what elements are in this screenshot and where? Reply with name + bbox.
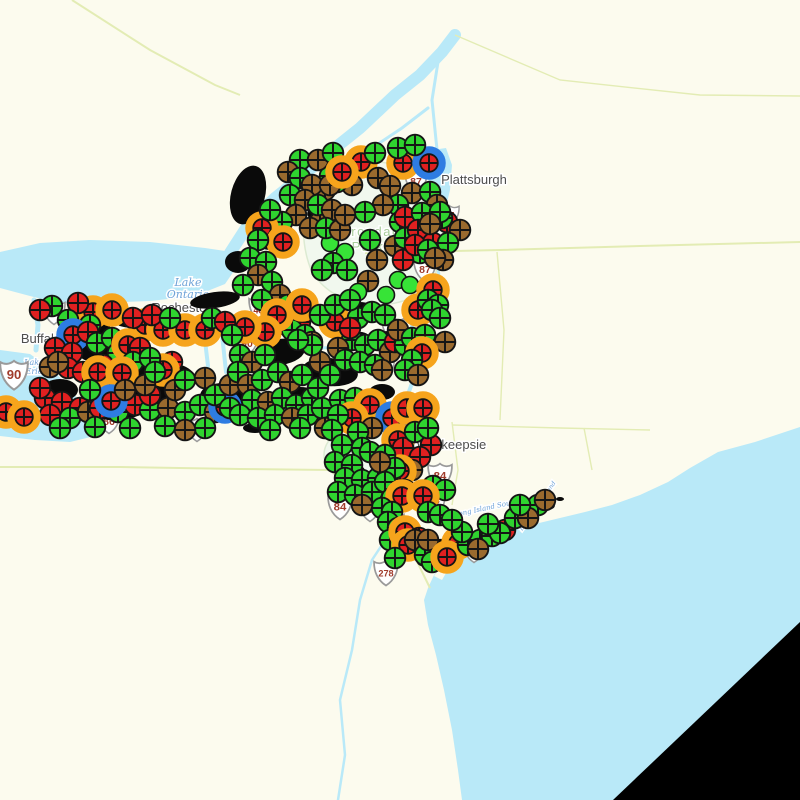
marker-green-cross-marker[interactable]: [436, 231, 460, 255]
marker-brown-cross-marker[interactable]: [406, 363, 430, 387]
marker-green-cross-marker[interactable]: [118, 416, 142, 440]
marker-orange-ring-red-marker[interactable]: [266, 225, 300, 259]
marker-green-cross-marker[interactable]: [83, 415, 107, 439]
marker-green-cross-marker[interactable]: [476, 512, 500, 536]
quebec-line: [454, 34, 800, 97]
marker-brown-cross-marker[interactable]: [113, 378, 137, 402]
marker-brown-cross-marker[interactable]: [368, 450, 392, 474]
marker-green-cross-marker[interactable]: [508, 493, 532, 517]
marker-orange-ring-red-marker[interactable]: [430, 540, 464, 574]
svg-text:84: 84: [334, 501, 347, 513]
marker-green-cross-marker[interactable]: [173, 368, 197, 392]
marker-blue-ring-red-marker[interactable]: [412, 146, 446, 180]
marker-brown-cross-marker[interactable]: [423, 246, 447, 270]
lake-ontario: [0, 240, 236, 303]
marker-orange-ring-red-marker[interactable]: [7, 400, 41, 434]
atlantic-ocean: [424, 427, 800, 800]
island: [587, 481, 593, 487]
marker-green-cross-marker[interactable]: [143, 360, 167, 384]
interstate-shield: 90: [0, 359, 29, 391]
svg-text:90: 90: [241, 338, 253, 350]
marker-green-cross-marker[interactable]: [228, 403, 252, 427]
marker-brown-cross-marker[interactable]: [46, 350, 70, 374]
island: [572, 485, 580, 493]
cluster-patch: [229, 165, 267, 225]
marker-brown-cross-marker[interactable]: [466, 537, 490, 561]
marker-brown-cross-marker[interactable]: [418, 212, 442, 236]
marker-green-cross-marker[interactable]: [363, 141, 387, 165]
marker-brown-cross-marker[interactable]: [371, 193, 395, 217]
svg-text:87: 87: [410, 176, 422, 188]
marker-green-cross-marker[interactable]: [440, 508, 464, 532]
ma-ct-border: [451, 424, 651, 431]
marker-brown-cross-marker[interactable]: [416, 528, 440, 552]
marker-brown-cross-marker[interactable]: [533, 488, 557, 512]
svg-text:278: 278: [378, 568, 393, 578]
marker-green-cross-marker[interactable]: [290, 363, 314, 387]
marker-small-green-marker[interactable]: [376, 285, 396, 305]
marker-green-cross-marker[interactable]: [220, 323, 244, 347]
marker-brown-cross-marker[interactable]: [193, 366, 217, 390]
marker-brown-cross-marker[interactable]: [370, 358, 394, 382]
marker-green-cross-marker[interactable]: [158, 306, 182, 330]
marker-green-cross-marker[interactable]: [335, 258, 359, 282]
marker-orange-ring-red-marker[interactable]: [95, 293, 129, 327]
marker-green-cross-marker[interactable]: [288, 416, 312, 440]
marker-green-cross-marker[interactable]: [258, 418, 282, 442]
marker-green-cross-marker[interactable]: [428, 306, 452, 330]
marker-green-cross-marker[interactable]: [338, 288, 362, 312]
marker-green-cross-marker[interactable]: [78, 378, 102, 402]
water-label: Lake: [173, 276, 202, 289]
marker-green-cross-marker[interactable]: [258, 198, 282, 222]
marker-orange-ring-red-marker[interactable]: [325, 155, 359, 189]
marker-red-cross-marker[interactable]: [28, 298, 52, 322]
ct-ri-border: [583, 427, 593, 471]
marker-green-cross-marker[interactable]: [433, 478, 457, 502]
svg-text:90: 90: [7, 367, 22, 382]
marker-brown-cross-marker[interactable]: [333, 203, 357, 227]
svg-text:87: 87: [419, 264, 431, 276]
marker-brown-cross-marker[interactable]: [365, 248, 389, 272]
vt-nh-border: [496, 251, 505, 421]
marker-brown-cross-marker[interactable]: [173, 418, 197, 442]
marker-green-cross-marker[interactable]: [48, 416, 72, 440]
marker-green-cross-marker[interactable]: [193, 416, 217, 440]
marker-green-cross-marker[interactable]: [231, 273, 255, 297]
marker-red-cross-marker[interactable]: [391, 248, 415, 272]
city-label: Plattsburgh: [441, 172, 507, 187]
marker-green-cross-marker[interactable]: [373, 303, 397, 327]
marker-red-cross-marker[interactable]: [338, 316, 362, 340]
marker-brown-cross-marker[interactable]: [350, 493, 374, 517]
marker-green-cross-marker[interactable]: [416, 416, 440, 440]
marker-green-cross-marker[interactable]: [318, 363, 342, 387]
marker-green-cross-marker[interactable]: [403, 133, 427, 157]
island: [609, 475, 615, 481]
marker-green-cross-marker[interactable]: [310, 258, 334, 282]
cluster-patch: [190, 291, 240, 309]
marker-green-cross-marker[interactable]: [286, 328, 310, 352]
delaware-river: [336, 523, 397, 800]
cluster-patch: [556, 497, 564, 501]
marker-green-cross-marker[interactable]: [358, 228, 382, 252]
marker-red-cross-marker[interactable]: [140, 303, 164, 327]
canada-border: [71, 0, 241, 96]
marker-brown-cross-marker[interactable]: [433, 330, 457, 354]
svg-text:86: 86: [103, 416, 115, 428]
marker-green-cross-marker[interactable]: [383, 546, 407, 570]
marker-red-cross-marker[interactable]: [28, 376, 52, 400]
marker-red-cross-marker[interactable]: [66, 291, 90, 315]
marker-green-cross-marker[interactable]: [253, 343, 277, 367]
